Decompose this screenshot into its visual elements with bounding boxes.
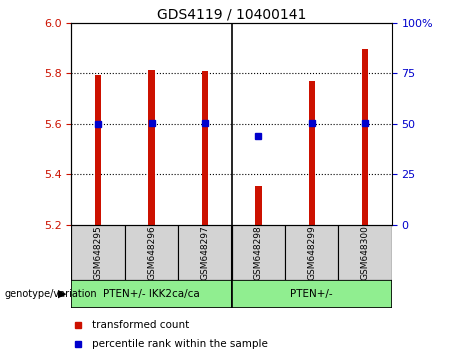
Text: GSM648296: GSM648296 [147, 225, 156, 280]
Bar [125, 225, 178, 280]
Bar [338, 225, 392, 280]
Text: PTEN+/- IKK2ca/ca: PTEN+/- IKK2ca/ca [103, 289, 200, 299]
Text: GSM648297: GSM648297 [201, 225, 209, 280]
Bar [285, 225, 338, 280]
Bar [71, 280, 231, 308]
Text: GSM648300: GSM648300 [361, 225, 370, 280]
Text: transformed count: transformed count [92, 320, 189, 330]
Text: genotype/variation: genotype/variation [5, 289, 97, 299]
Bar [148, 70, 155, 225]
Text: GSM648299: GSM648299 [307, 225, 316, 280]
Text: ▶: ▶ [58, 289, 66, 299]
Bar [178, 225, 231, 280]
Bar [231, 280, 392, 308]
Bar [362, 50, 368, 225]
Bar [202, 72, 208, 225]
Text: GSM648298: GSM648298 [254, 225, 263, 280]
Bar [71, 225, 125, 280]
Title: GDS4119 / 10400141: GDS4119 / 10400141 [157, 8, 307, 22]
Text: PTEN+/-: PTEN+/- [290, 289, 333, 299]
Bar [95, 75, 101, 225]
Text: percentile rank within the sample: percentile rank within the sample [92, 339, 268, 349]
Bar [255, 186, 261, 225]
Text: GSM648295: GSM648295 [94, 225, 103, 280]
Bar [231, 225, 285, 280]
Bar [308, 81, 315, 225]
